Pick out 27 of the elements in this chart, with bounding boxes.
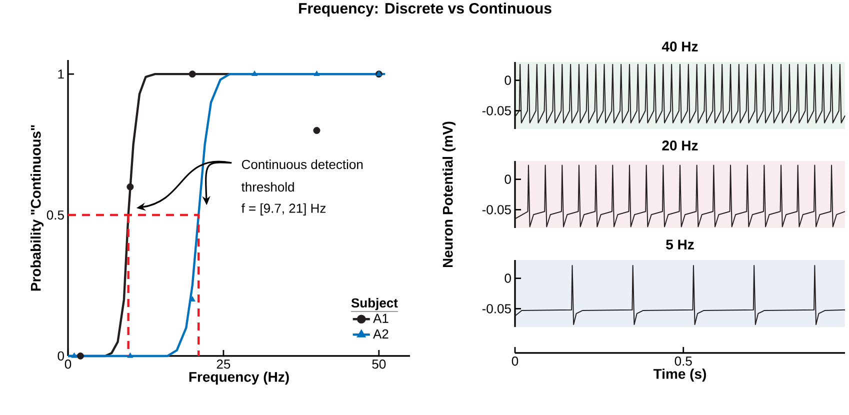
y-tick-label: 0 <box>504 76 511 85</box>
y-tick-label: 0.5 <box>46 210 64 220</box>
x-tick-label: 25 <box>216 360 230 369</box>
annotation: threshold <box>242 182 294 192</box>
legend-label: A2 <box>373 329 388 338</box>
annotation: f = [9.7, 21] Hz <box>241 203 326 216</box>
y-tick-label: 0 <box>504 174 511 184</box>
x-tick-label: 0 <box>512 356 518 366</box>
y-tick-label: 1 <box>58 70 64 79</box>
chart-title: 40 Hz <box>662 42 698 52</box>
y-axis-title: Probability "Continuous" <box>30 125 44 291</box>
x-tick-label: 50 <box>372 360 386 369</box>
x-axis-title: Time (s) <box>653 368 706 382</box>
legend-title: Subject <box>351 298 398 310</box>
x-axis-title: Frequency (Hz) <box>189 372 289 385</box>
y-tick-label: -0.05 <box>482 106 511 116</box>
y-axis-title: Neuron Potential (mV) <box>442 122 456 268</box>
legend-label: A1 <box>373 314 388 323</box>
chart-title: 20 Hz <box>662 140 698 150</box>
y-tick-label: 0 <box>504 274 511 283</box>
x-tick-label: 0.5 <box>674 356 692 366</box>
annotation: Continuous detection <box>242 160 363 170</box>
chart-title: 5 Hz <box>666 240 694 250</box>
y-tick-label: -0.05 <box>482 205 511 214</box>
chart-title: Frequency: Discrete vs Continuous <box>299 2 552 17</box>
y-tick-label: -0.05 <box>482 304 511 314</box>
x-tick-label: 0 <box>64 360 72 369</box>
